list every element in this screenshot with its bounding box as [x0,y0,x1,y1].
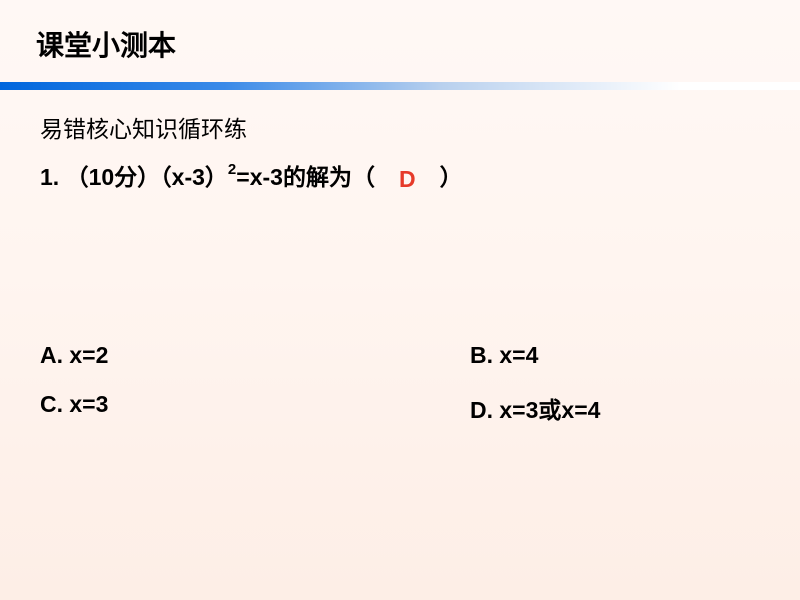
answer-letter: D [399,166,416,193]
question-number: 1. [40,164,66,190]
header: 课堂小测本 [0,0,800,64]
question-superscript: 2 [228,161,236,178]
question-expr-open: （x-3） [160,164,228,190]
option-b: B. x=4 [410,342,760,369]
option-d: D. x=3或x=4 [410,391,760,425]
question-expr-rest: =x-3的解为（ [236,164,375,190]
slide: 课堂小测本 易错核心知识循环练 1. （10分）（x-3）2=x-3的解为（ D ）… [0,0,800,600]
section-subtitle: 易错核心知识循环练 [40,110,760,144]
page-title: 课堂小测本 [36,24,800,64]
option-a: A. x=2 [40,342,390,369]
header-divider [0,82,800,90]
question-line: 1. （10分）（x-3）2=x-3的解为（ D ） [40,158,760,192]
content-area: 易错核心知识循环练 1. （10分）（x-3）2=x-3的解为（ D ） A. x=… [0,90,800,425]
question-close-paren: ） [440,164,463,190]
options-grid: A. x=2 B. x=4 C. x=3 D. x=3或x=4 [40,342,760,425]
question-points: （10分） [66,164,161,190]
option-c: C. x=3 [40,391,390,425]
